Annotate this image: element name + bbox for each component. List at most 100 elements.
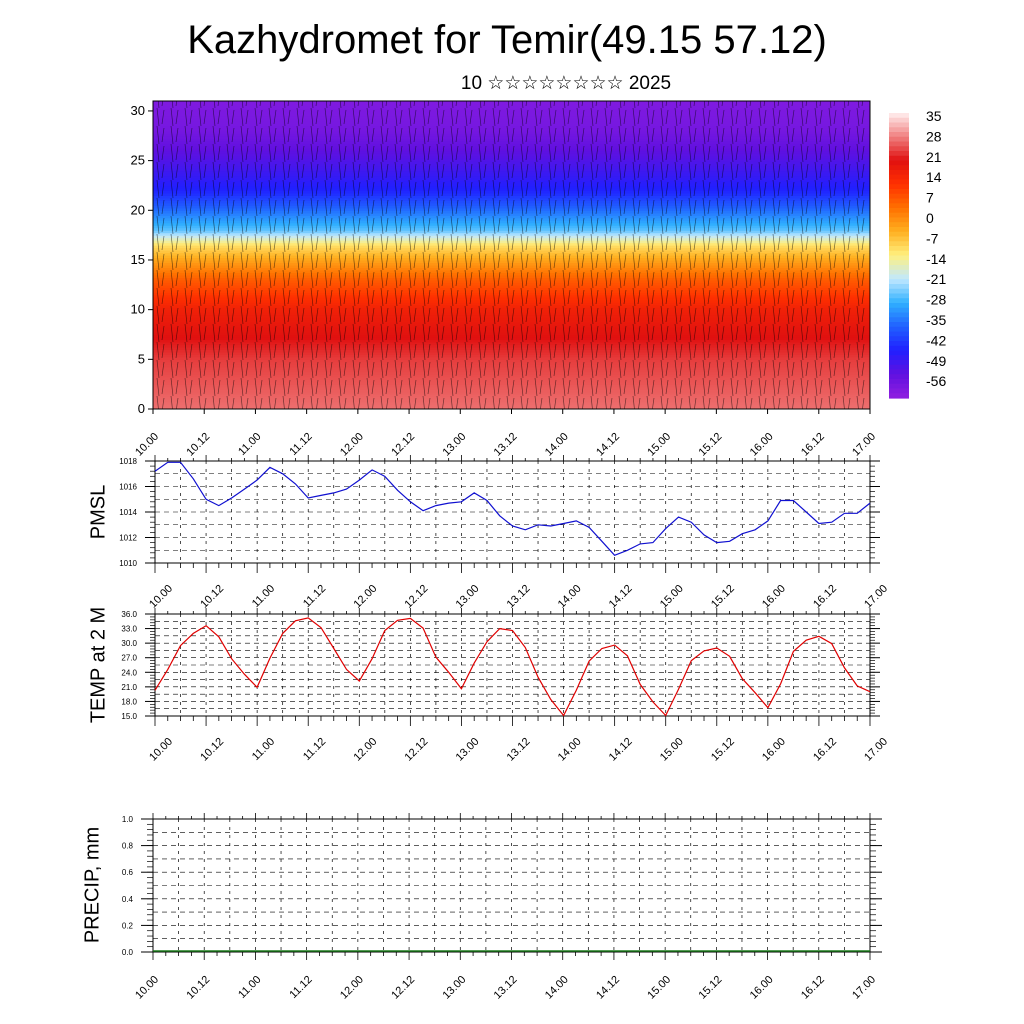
pmsl-x-tick-label: 16.00 bbox=[760, 583, 788, 611]
colorbar-segment bbox=[889, 360, 909, 366]
temp-y-tick-label: 24.0 bbox=[121, 668, 137, 677]
heatmap-x-tick-label: 10.00 bbox=[133, 431, 161, 459]
pmsl-y-tick-label: 1018 bbox=[119, 457, 137, 466]
heatmap-x-tick-label: 17.00 bbox=[850, 431, 878, 459]
colorbar-segment bbox=[889, 250, 909, 257]
precip-panel: 0.00.20.40.60.81.0 10.00 10.12 11.00 11.12 1… bbox=[81, 813, 882, 1002]
temp-series-line bbox=[154, 617, 871, 717]
colorbar-segment bbox=[889, 155, 909, 162]
heatmap-y-tick-label: 5 bbox=[138, 351, 145, 366]
pmsl-panel: 1010 1012 1014 1016 1018 10.00 10.12 11.00 11.1… bbox=[87, 455, 890, 611]
colorbar-label: 35 bbox=[926, 108, 942, 124]
colorbar-segment bbox=[889, 212, 909, 219]
colorbar-segment bbox=[889, 174, 909, 181]
colorbar-segment bbox=[889, 293, 909, 299]
colorbar-segment bbox=[889, 203, 909, 209]
colorbar-segment bbox=[889, 146, 909, 152]
pmsl-x-tick-label: 13.12 bbox=[505, 583, 533, 611]
precip-x-tick-label: 11.12 bbox=[287, 974, 314, 1001]
colorbar-segment bbox=[889, 260, 909, 266]
precip-grid bbox=[153, 819, 870, 952]
heatmap-x-tick-label: 13.12 bbox=[492, 431, 520, 459]
colorbar-segment bbox=[889, 269, 909, 276]
colorbar-segment bbox=[889, 198, 909, 204]
precip-y-tick-label: 0.0 bbox=[122, 948, 134, 957]
colorbar-segment bbox=[889, 227, 909, 233]
colorbar-segment bbox=[889, 217, 909, 223]
heatmap-y-tick-label: 10 bbox=[131, 302, 145, 317]
pmsl-y-tick-label: 1016 bbox=[119, 483, 137, 492]
temp-x-tick-label: 15.12 bbox=[709, 736, 737, 764]
pmsl-y-axis: 1010 1012 1014 1016 1018 bbox=[119, 457, 880, 568]
precip-x-tick-label: 14.00 bbox=[543, 974, 571, 1002]
colorbar-segment bbox=[889, 246, 909, 252]
colorbar-segment bbox=[889, 312, 909, 318]
colorbar-label: -21 bbox=[926, 271, 946, 287]
colorbar-segment bbox=[889, 160, 909, 166]
temp-x-tick-label: 16.12 bbox=[811, 736, 839, 764]
temp-x-tick-label: 15.00 bbox=[658, 736, 686, 764]
precip-x-tick-label: 12.00 bbox=[338, 974, 366, 1002]
colorbar-segment bbox=[889, 241, 909, 247]
heatmap-x-tick-label: 12.12 bbox=[389, 431, 417, 459]
colorbar-segment bbox=[889, 136, 909, 143]
colorbar-segment bbox=[889, 364, 909, 371]
colorbar-segment bbox=[889, 141, 909, 147]
temp-y-tick-label: 15.0 bbox=[121, 712, 137, 721]
heatmap-x-tick-label: 15.00 bbox=[645, 431, 673, 459]
colorbar-label: -49 bbox=[926, 353, 946, 369]
pmsl-x-tick-label: 15.00 bbox=[658, 583, 686, 611]
colorbar-segment bbox=[889, 113, 909, 119]
colorbar-segment bbox=[889, 317, 909, 323]
pmsl-grid bbox=[155, 461, 870, 563]
colorbar-segment bbox=[889, 208, 909, 214]
temp-x-tick-label: 11.12 bbox=[301, 736, 328, 763]
colorbar-segment bbox=[889, 189, 909, 195]
precip-y-label: PRECIP, mm bbox=[81, 827, 103, 943]
colorbar-segment bbox=[889, 388, 909, 394]
colorbar-label: -42 bbox=[926, 332, 946, 348]
pmsl-y-tick-label: 1010 bbox=[119, 559, 137, 568]
temp-y-tick-label: 36.0 bbox=[121, 610, 137, 619]
pmsl-x-tick-label: 14.00 bbox=[556, 583, 584, 611]
colorbar-label: 21 bbox=[926, 149, 942, 165]
pmsl-x-tick-label: 16.12 bbox=[811, 583, 839, 611]
colorbar-label: 0 bbox=[926, 210, 934, 226]
precip-x-tick-label: 13.00 bbox=[440, 974, 468, 1002]
temp-x-tick-label: 14.00 bbox=[556, 736, 584, 764]
heatmap-y-axis: 0 5 10 15 20 25 30 bbox=[131, 103, 153, 416]
precip-y-tick-label: 1.0 bbox=[122, 815, 134, 824]
colorbar-segment bbox=[889, 184, 909, 190]
temp-y-tick-label: 18.0 bbox=[121, 697, 137, 706]
heatmap-y-tick-label: 0 bbox=[138, 401, 145, 416]
colorbar-segment bbox=[889, 279, 909, 285]
temp-x-tick-label: 12.00 bbox=[351, 736, 379, 764]
precip-x-tick-label: 11.00 bbox=[236, 974, 263, 1001]
colorbar-segment bbox=[889, 288, 909, 295]
temp-x-tick-label: 11.00 bbox=[250, 736, 277, 763]
temp-points bbox=[154, 617, 871, 716]
precip-x-tick-label: 16.12 bbox=[799, 974, 827, 1002]
colorbar: 35 28 21 14 7 0 -7 -14 -21 -28 -35 -42 -49 -56 bbox=[889, 108, 946, 399]
heatmap-x-tick-label: 11.00 bbox=[236, 431, 263, 458]
colorbar-label: -35 bbox=[926, 312, 946, 328]
precip-x-tick-label: 14.12 bbox=[594, 974, 622, 1002]
colorbar-label: 7 bbox=[926, 190, 934, 206]
pmsl-x-tick-label: 10.12 bbox=[198, 583, 226, 611]
temp-y-axis: 15.0 18.0 21.0 24.0 27.0 30.0 33.0 36.0 bbox=[121, 610, 880, 721]
page-title: Kazhydromet for Temir(49.15 57.12) bbox=[187, 18, 827, 62]
colorbar-segment bbox=[889, 132, 909, 138]
pmsl-y-tick-label: 1012 bbox=[119, 534, 137, 543]
colorbar-segment bbox=[889, 265, 909, 271]
colorbar-segment bbox=[889, 236, 909, 242]
colorbar-segment bbox=[889, 193, 909, 200]
colorbar-label: -28 bbox=[926, 292, 946, 308]
precip-y-tick-label: 0.8 bbox=[122, 842, 134, 851]
precip-y-tick-label: 0.4 bbox=[122, 895, 134, 904]
heatmap-x-tick-label: 15.12 bbox=[697, 431, 725, 459]
page-subtitle: 10 ☆☆☆☆☆☆☆☆ 2025 bbox=[460, 73, 672, 94]
colorbar-segment bbox=[889, 307, 909, 314]
heatmap-x-tick-label: 14.12 bbox=[594, 431, 622, 459]
temp-x-tick-label: 10.12 bbox=[198, 736, 226, 764]
colorbar-segment bbox=[889, 284, 909, 290]
